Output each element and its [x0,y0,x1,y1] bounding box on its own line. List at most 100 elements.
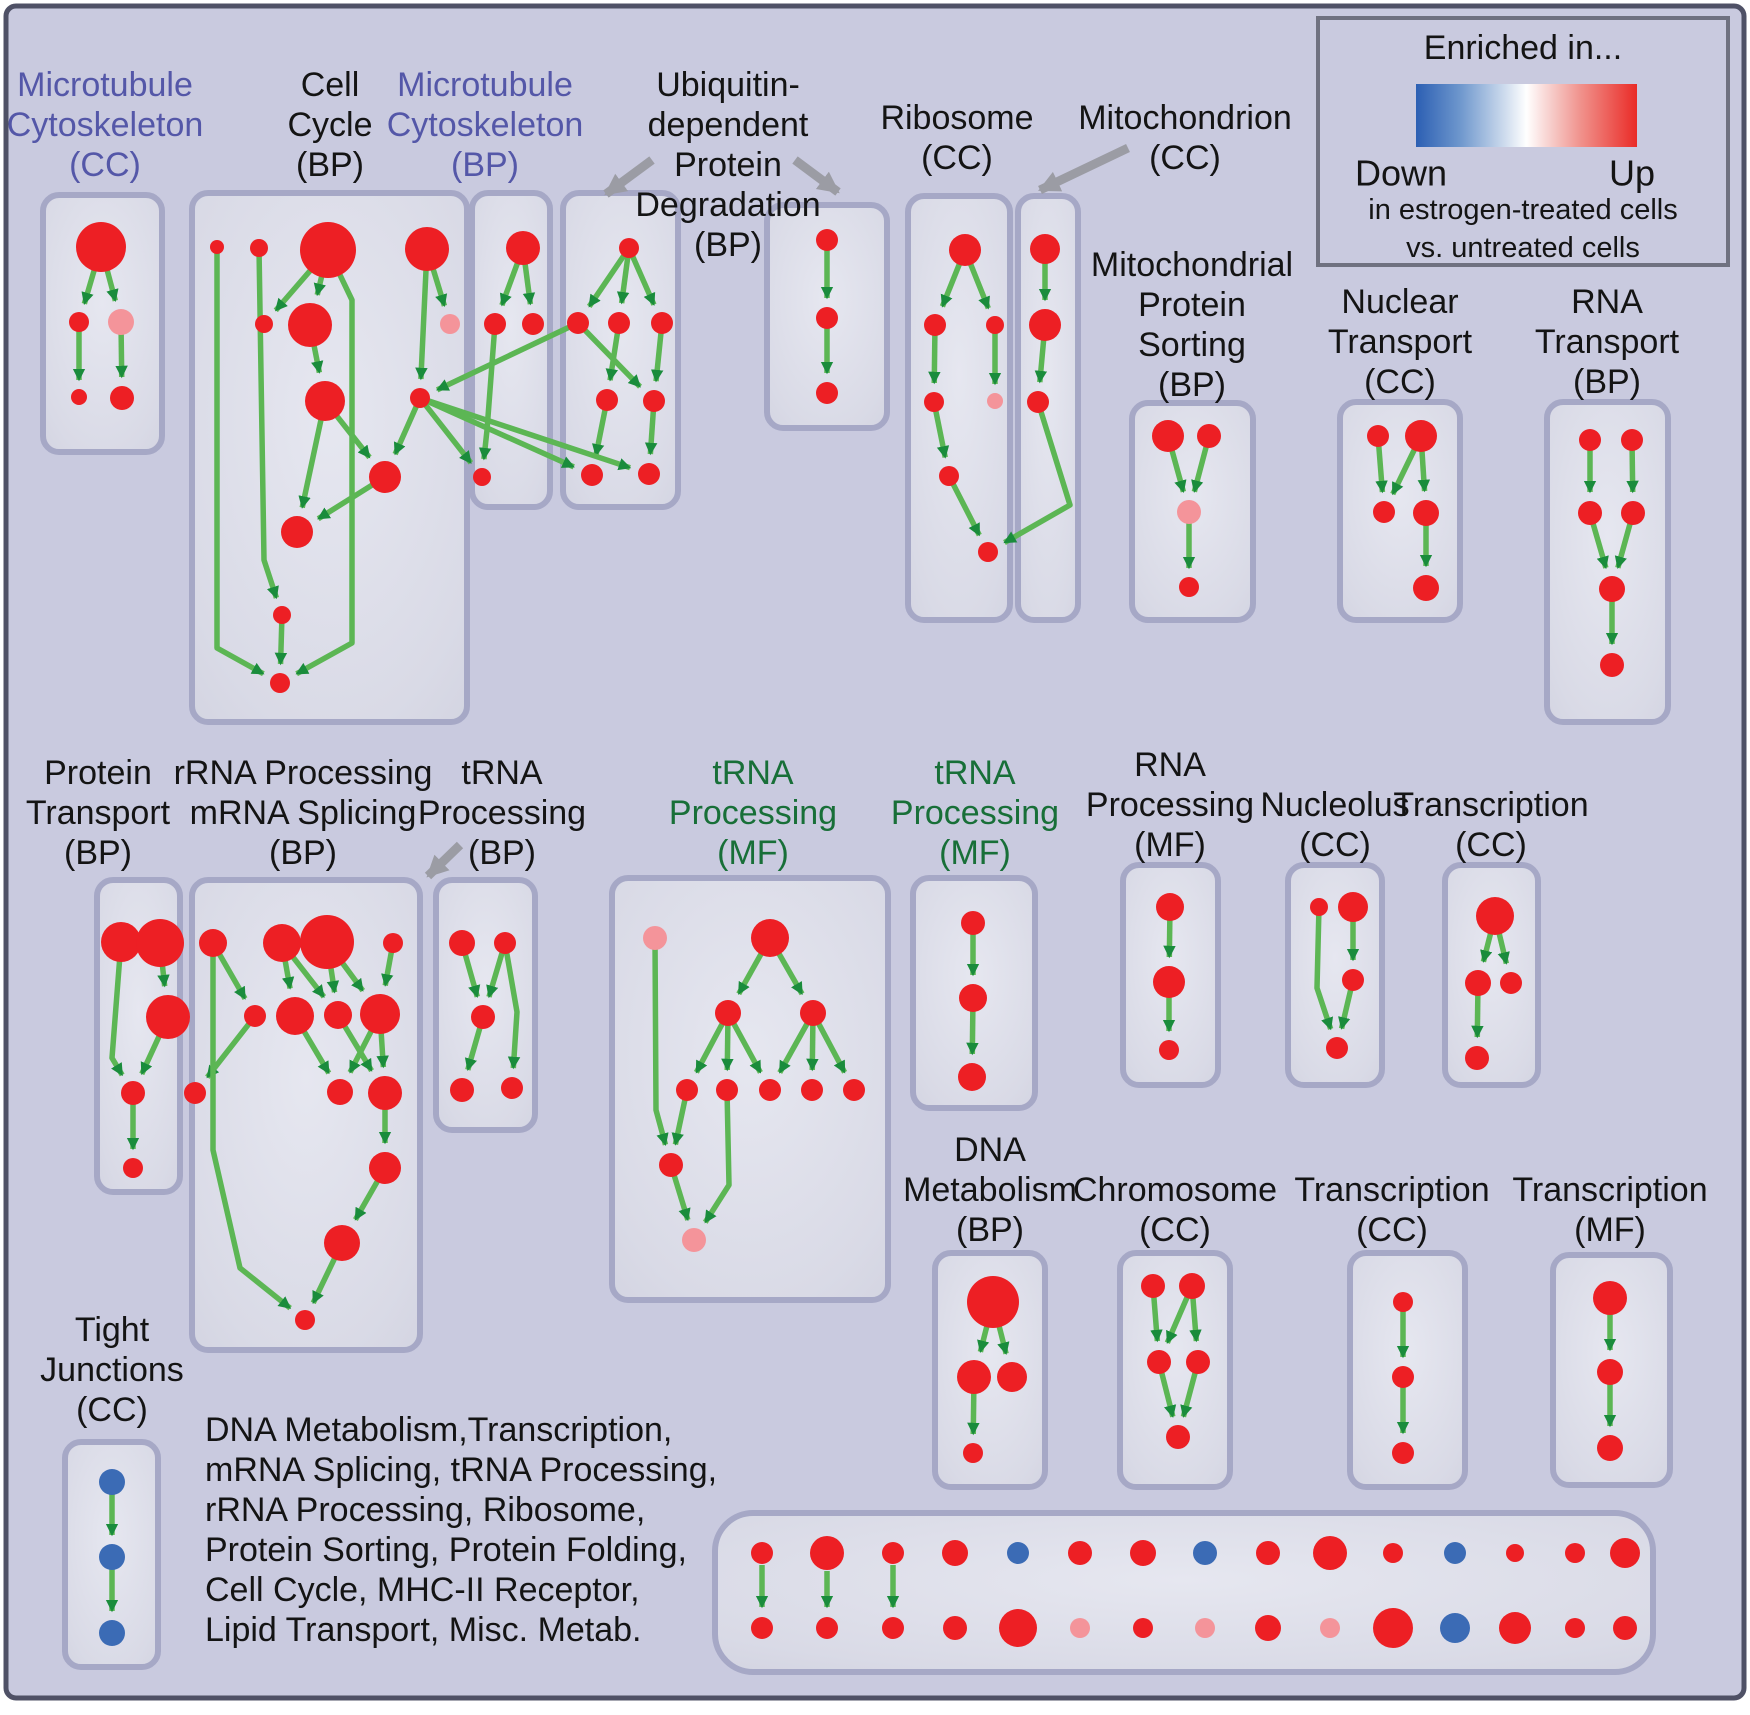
node-transcription-cc-b-y1 [1393,1292,1413,1312]
node-ribosome-r4 [924,392,944,412]
edge-mitochondrion [1034,339,1048,384]
group-label-line: tRNA [934,754,1016,792]
edge-rrna-mrna [376,1032,389,1069]
node-strip-top-13 [1506,1544,1524,1562]
node-trna-bp-A [449,930,475,956]
group-label-line: Transcription [1393,786,1588,824]
node-strip-bottom-14 [1565,1618,1585,1638]
node-strip-top-1 [751,1542,773,1564]
node-cell-cycle-I [410,388,430,408]
node-strip-top-12 [1444,1542,1466,1564]
group-label-line: (CC) [1455,826,1527,864]
group-label-line: Mitochondrial [1091,246,1293,284]
node-nucleolus-nu3 [1342,969,1364,991]
group-label-line: (BP) [1573,363,1641,401]
node-microtubule-bp-r [522,313,544,335]
edge-ribosome [933,410,950,459]
group-label-line: (CC) [76,1391,148,1429]
node-dna-metabolism-d3 [997,1362,1027,1392]
node-chromosome-ch1 [1141,1274,1165,1298]
node-strip-bottom-2 [816,1617,838,1639]
group-label-trna-bp: tRNA Processing (BP) [418,754,586,872]
group-label-line: Transcription [1294,1171,1489,1209]
group-label-line: Processing [1086,786,1254,824]
edge-chromosome [1164,1295,1190,1344]
group-label-microtubule-bp: Microtubule Cytoskeleton (BP) [387,66,584,184]
group-label-nuclear-transport: Nuclear Transport (CC) [1328,283,1473,401]
node-mitochondrion-m3 [1027,391,1049,413]
group-label-line: Transport [26,794,171,832]
edge-cell-cycle [298,419,324,509]
node-trna-mf-1-B5 [843,1079,865,1101]
edge-microtubule-bp [522,263,536,306]
pointer-arrow [424,841,464,880]
edge-rrna-mrna [342,1024,374,1073]
edge-cross [1003,410,1073,545]
node-trna-mf-2-q1 [961,911,985,935]
edge-nuclear-transport [1375,445,1388,494]
node-cell-cycle-J [369,461,401,493]
group-label-line: Cytoskeleton [7,106,204,144]
group-box-transcription-cc-a [1442,862,1541,1088]
node-ubiquitin-b2 [608,312,630,334]
edge-cell-cycle [256,255,280,600]
group-label-line: Transport [1328,323,1473,361]
edge-transcription-cc-a [1496,932,1510,965]
node-strip-bottom-10 [1320,1618,1340,1638]
edge-dna-metabolism [967,1392,980,1436]
edge-trna-bp [486,951,505,999]
node-ribosome-r1 [949,234,981,266]
node-microtubule-bp-p [506,231,540,265]
group-label-line: DNA [954,1131,1026,1169]
group-label-line: Processing [669,794,837,832]
node-rrna-mrna-X1 [295,1310,315,1330]
node-strip-bottom-1 [751,1617,773,1639]
edge-rrna-mrna [353,1179,380,1221]
node-rrna-mrna-T3 [300,915,354,969]
node-microtubule-bp-q [484,313,506,335]
group-label-line: (MF) [1574,1211,1646,1249]
edge-ribosome [968,262,991,310]
edge-nucleolus [1314,914,1334,1031]
edge-chromosome [1180,1371,1198,1418]
group-label-line: Processing [891,794,1059,832]
node-chromosome-ch2 [1179,1273,1205,1299]
group-box-nuclear-transport [1337,399,1463,623]
node-rna-transport-t6 [1600,653,1624,677]
group-label-trna-mf-2: tRNA Processing (MF) [891,754,1059,872]
node-rrna-mrna-U3 [368,1076,402,1110]
group-label-transcription-cc-b: Transcription (CC) [1294,1171,1489,1249]
edge-trna-mf-1 [777,1022,810,1074]
node-trna-mf-1-pk [643,926,667,950]
edge-trna-bp [462,953,481,999]
node-nucleolus-nu1 [1310,898,1328,916]
category-list-line: DNA Metabolism,Transcription, [205,1411,672,1449]
node-ribosome-r5 [987,393,1003,409]
node-chromosome-ch5 [1166,1425,1190,1449]
node-nuclear-transport-n1 [1367,425,1389,447]
node-cell-cycle-F [288,303,332,347]
edge-rrna-mrna [290,955,327,999]
group-box-chromosome [1117,1250,1233,1490]
edge-cell-cycle [392,405,419,456]
node-tight-junctions-j1 [99,1469,125,1495]
node-ubiquitin-2-u2 [816,307,838,329]
node-mitochondrion-m2 [1029,309,1061,341]
edge-transcription-cc-a [1471,994,1484,1039]
node-strip-top-5 [1007,1542,1029,1564]
node-ubiquitin-c2 [643,390,665,412]
node-trna-mf-1-B4 [801,1079,823,1101]
edge-cell-cycle [273,268,313,313]
node-trna-mf-1-B2 [716,1079,738,1101]
group-label-line: (MF) [717,834,789,872]
group-label-line: (BP) [1158,366,1226,404]
group-label-line: (CC) [1149,139,1221,177]
node-rrna-mrna-T2 [263,924,301,962]
node-rna-transport-t1 [1579,429,1601,451]
edge-protein-transport [139,1034,162,1076]
node-tight-junctions-j3 [99,1620,125,1646]
edge-mito-sorting [1169,449,1187,493]
node-ubiquitin-2-u1 [816,229,838,251]
